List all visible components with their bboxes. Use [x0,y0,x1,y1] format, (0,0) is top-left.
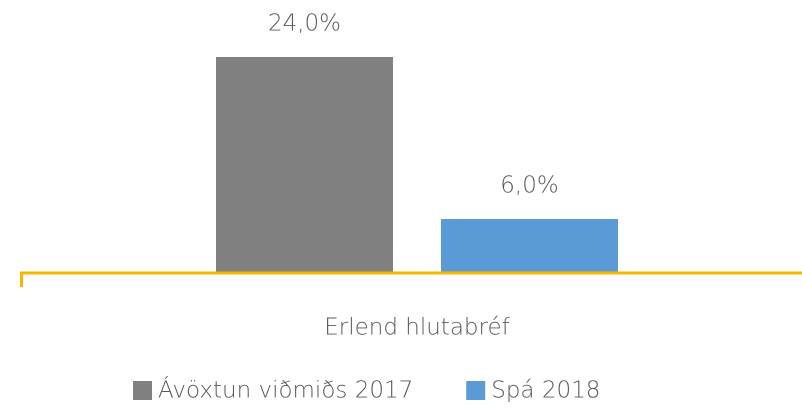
legend-swatch [133,381,152,400]
legend-label: Spá 2018 [491,378,600,404]
x-tick-label: Erlend hlutabréf [324,315,510,341]
legend-label: Ávöxtun viðmiðs 2017 [158,376,413,404]
legend-swatch [466,381,486,400]
value-label: 6,0% [500,173,558,199]
bar [216,57,393,273]
value-label: 24,0% [268,11,341,37]
bar [441,219,618,273]
